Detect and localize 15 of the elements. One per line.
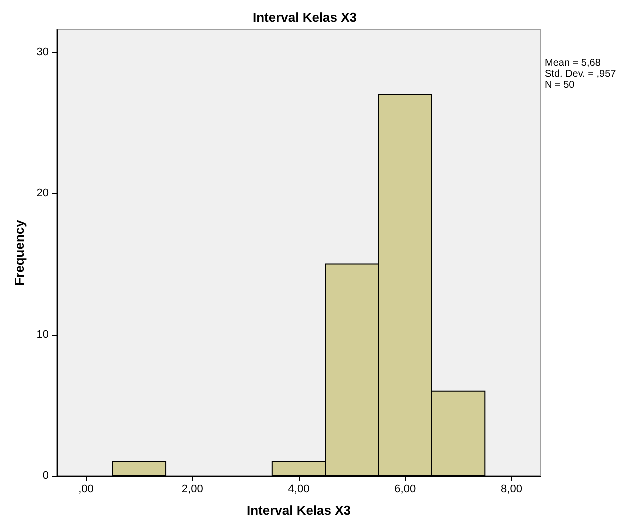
y-tick-label: 10 — [36, 328, 49, 341]
text: Mean = 5,68 — [545, 58, 602, 69]
x-tick-label: ,00 — [78, 484, 94, 496]
y-tick-label: 0 — [42, 470, 49, 482]
y-tick-label: 30 — [36, 46, 49, 59]
x-axis-title: Interval Kelas X3 — [246, 503, 352, 518]
y-axis-title: Frequency — [12, 219, 27, 286]
x-tick-label: 6,00 — [394, 484, 416, 496]
x-tick-label: 2,00 — [182, 484, 204, 496]
x-tick-label: 8,00 — [501, 484, 522, 496]
x-tick-label: 4,00 — [288, 484, 310, 496]
y-tick-label: 20 — [36, 188, 49, 200]
text: Std. Dev. = ,957 — [545, 69, 617, 80]
text: N = 50 — [545, 80, 576, 91]
chart-title: Interval Kelas X3 — [252, 10, 358, 25]
